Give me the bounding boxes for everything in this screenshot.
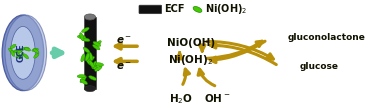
Ellipse shape — [82, 38, 90, 41]
Ellipse shape — [93, 42, 101, 46]
FancyArrowPatch shape — [210, 42, 276, 65]
Ellipse shape — [93, 64, 99, 71]
Ellipse shape — [9, 48, 14, 53]
Ellipse shape — [91, 66, 99, 71]
Ellipse shape — [13, 49, 20, 53]
Text: Ni(OH)$_2$: Ni(OH)$_2$ — [205, 2, 248, 16]
Ellipse shape — [2, 15, 44, 91]
Ellipse shape — [80, 79, 87, 84]
Text: Ni(OH)$_2$: Ni(OH)$_2$ — [168, 53, 214, 67]
Ellipse shape — [80, 76, 86, 83]
Ellipse shape — [95, 66, 102, 71]
FancyArrowPatch shape — [52, 49, 62, 57]
Text: GCE: GCE — [17, 44, 26, 62]
Polygon shape — [84, 17, 96, 89]
Ellipse shape — [85, 53, 90, 61]
Ellipse shape — [11, 50, 15, 56]
FancyArrowPatch shape — [207, 41, 273, 59]
FancyArrowPatch shape — [183, 69, 189, 84]
Ellipse shape — [89, 76, 97, 80]
Ellipse shape — [89, 52, 93, 61]
FancyArrowPatch shape — [177, 53, 182, 59]
Ellipse shape — [23, 47, 29, 50]
Ellipse shape — [92, 61, 97, 69]
Ellipse shape — [84, 86, 96, 92]
Ellipse shape — [32, 48, 38, 51]
Ellipse shape — [15, 50, 21, 53]
Text: gluconolactone: gluconolactone — [288, 33, 366, 42]
Ellipse shape — [86, 52, 90, 60]
Text: glucose: glucose — [299, 62, 338, 71]
FancyArrowPatch shape — [200, 45, 205, 51]
FancyArrowPatch shape — [198, 69, 215, 86]
FancyArrowPatch shape — [116, 43, 137, 49]
Ellipse shape — [23, 54, 29, 59]
Ellipse shape — [10, 44, 16, 49]
Ellipse shape — [89, 60, 94, 68]
Ellipse shape — [93, 44, 100, 50]
Ellipse shape — [16, 52, 21, 58]
Text: e$^-$: e$^-$ — [116, 61, 132, 71]
Ellipse shape — [20, 52, 24, 59]
FancyArrowPatch shape — [207, 41, 262, 58]
Ellipse shape — [34, 53, 39, 58]
FancyArrowPatch shape — [116, 59, 137, 64]
Text: OH$^-$: OH$^-$ — [204, 92, 231, 104]
Ellipse shape — [5, 15, 46, 91]
Ellipse shape — [33, 49, 39, 53]
Ellipse shape — [80, 33, 84, 41]
Ellipse shape — [77, 35, 86, 39]
FancyArrowPatch shape — [210, 41, 265, 63]
Ellipse shape — [193, 6, 202, 12]
Text: e$^-$: e$^-$ — [116, 35, 132, 46]
Ellipse shape — [77, 75, 86, 78]
Text: H$_2$O: H$_2$O — [169, 92, 194, 106]
Ellipse shape — [95, 63, 104, 66]
Ellipse shape — [94, 41, 101, 47]
Ellipse shape — [16, 52, 20, 58]
Ellipse shape — [18, 48, 24, 52]
Ellipse shape — [82, 27, 89, 32]
Ellipse shape — [83, 47, 90, 53]
Text: NiO(OH): NiO(OH) — [167, 38, 215, 48]
Ellipse shape — [24, 48, 31, 51]
Ellipse shape — [87, 56, 94, 62]
Ellipse shape — [81, 54, 85, 62]
Ellipse shape — [16, 55, 22, 58]
Ellipse shape — [84, 14, 96, 20]
Text: ECF: ECF — [164, 4, 185, 14]
Ellipse shape — [86, 58, 91, 65]
Ellipse shape — [11, 26, 35, 79]
FancyBboxPatch shape — [139, 5, 162, 14]
